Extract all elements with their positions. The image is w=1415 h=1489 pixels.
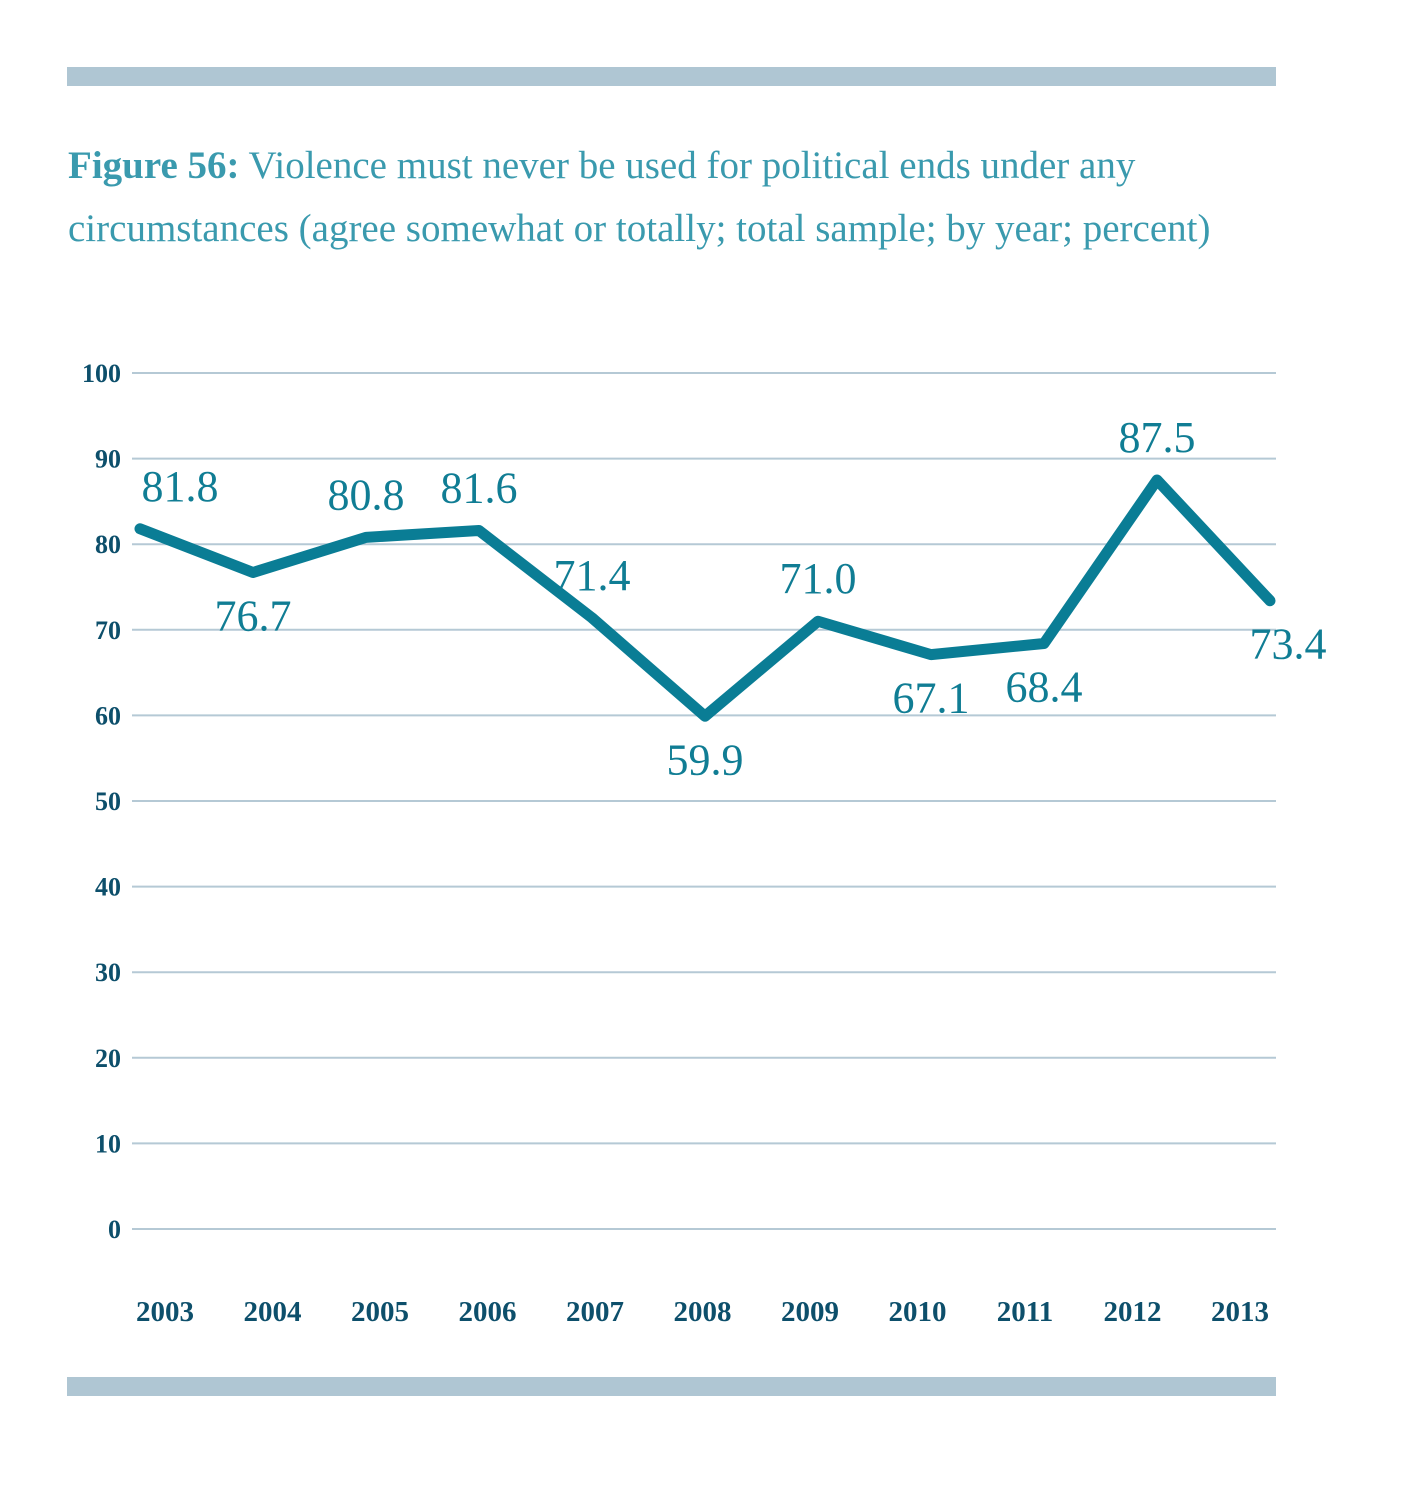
x-tick-label: 2010 bbox=[889, 1296, 947, 1328]
y-tick-label: 40 bbox=[95, 873, 121, 902]
data-label: 67.1 bbox=[893, 674, 970, 723]
figure-title: Figure 56: Violence must never be used f… bbox=[68, 134, 1298, 260]
data-label: 73.4 bbox=[1250, 620, 1327, 669]
data-labels: 81.8 76.7 80.8 81.6 71.4 59.9 71.0 67.1 68.4 87.5… bbox=[142, 413, 1327, 784]
data-label: 76.7 bbox=[215, 591, 292, 640]
x-tick-label: 2005 bbox=[351, 1296, 409, 1328]
y-tick-label: 100 bbox=[82, 359, 121, 388]
x-tick-label: 2007 bbox=[566, 1296, 624, 1328]
gridlines bbox=[132, 372, 1276, 1230]
y-tick-label: 0 bbox=[108, 1215, 121, 1244]
bottom-decorative-band bbox=[67, 1377, 1276, 1396]
x-tick-label: 2003 bbox=[136, 1296, 194, 1328]
x-tick-label: 2006 bbox=[459, 1296, 517, 1328]
x-tick-label: 2013 bbox=[1211, 1296, 1269, 1328]
x-axis-ticks: 2003 2004 2005 2006 2007 2008 2009 2010 2011 2012… bbox=[136, 1296, 1269, 1328]
top-decorative-band bbox=[67, 67, 1276, 86]
x-tick-label: 2012 bbox=[1104, 1296, 1162, 1328]
series-line bbox=[134, 474, 1276, 722]
data-label: 81.8 bbox=[142, 462, 219, 511]
data-label: 71.0 bbox=[780, 554, 857, 603]
data-label: 80.8 bbox=[328, 470, 405, 519]
x-tick-label: 2009 bbox=[781, 1296, 839, 1328]
data-label: 71.4 bbox=[554, 551, 631, 600]
y-tick-label: 70 bbox=[95, 616, 121, 645]
y-tick-label: 30 bbox=[95, 958, 121, 987]
y-tick-label: 60 bbox=[95, 701, 121, 730]
x-tick-label: 2011 bbox=[997, 1296, 1053, 1328]
y-tick-label: 80 bbox=[95, 530, 121, 559]
x-tick-label: 2008 bbox=[674, 1296, 732, 1328]
data-label: 81.6 bbox=[441, 464, 518, 513]
x-tick-label: 2004 bbox=[244, 1296, 302, 1328]
y-tick-label: 50 bbox=[95, 787, 121, 816]
data-label: 68.4 bbox=[1006, 662, 1083, 711]
y-tick-label: 10 bbox=[95, 1129, 121, 1158]
y-axis-ticks: 0 10 20 30 40 50 60 70 80 90 100 bbox=[82, 359, 121, 1244]
figure-number: Figure 56: bbox=[68, 144, 240, 187]
data-label: 87.5 bbox=[1119, 413, 1196, 462]
series-polyline bbox=[134, 474, 1276, 722]
data-label: 59.9 bbox=[667, 735, 744, 784]
y-tick-label: 90 bbox=[95, 445, 121, 474]
figure-caption: Violence must never be used for politica… bbox=[68, 144, 1211, 250]
y-tick-label: 20 bbox=[95, 1044, 121, 1073]
